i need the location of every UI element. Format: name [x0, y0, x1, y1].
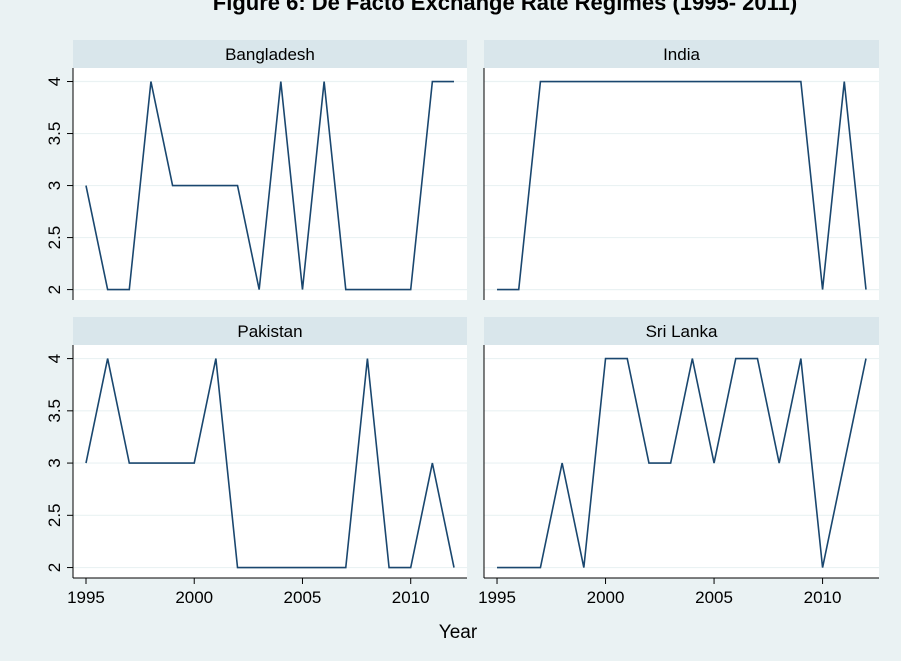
y-tick-label: 2.5: [45, 503, 64, 527]
x-tick-label: 1995: [67, 588, 105, 607]
panel-title: Bangladesh: [225, 45, 315, 64]
panel-strip: [484, 317, 879, 345]
x-tick-label: 2010: [804, 588, 842, 607]
y-tick-label: 3.5: [45, 399, 64, 423]
x-axis-label: Year: [439, 622, 478, 643]
x-tick-label: 2005: [284, 588, 322, 607]
x-tick-label: 2000: [587, 588, 625, 607]
x-tick-label: 2010: [392, 588, 430, 607]
y-tick-label: 3: [45, 181, 64, 190]
y-tick-label: 2.5: [45, 226, 64, 250]
x-tick-label: 2000: [175, 588, 213, 607]
chart-title: Figure 6: De Facto Exchange Rate Regimes…: [213, 0, 797, 15]
y-tick-label: 2: [45, 563, 64, 572]
panel-strip: [73, 317, 467, 345]
plot-area: [484, 68, 879, 300]
data-line: [85, 358, 455, 569]
y-tick-label: 4: [45, 77, 64, 86]
x-tick-label: 1995: [478, 588, 516, 607]
y-tick-label: 3.5: [45, 122, 64, 146]
plot-area: [73, 345, 467, 578]
panel-title: Sri Lanka: [646, 322, 718, 341]
y-tick-label: 2: [45, 285, 64, 294]
panel-title: Pakistan: [237, 322, 302, 341]
plot-area: [484, 345, 879, 578]
data-line: [497, 80, 867, 291]
y-tick-label: 4: [45, 354, 64, 363]
panel-strip: [73, 40, 467, 68]
y-tick-label: 3: [45, 458, 64, 467]
data-line: [85, 80, 455, 291]
panel-title: India: [663, 45, 700, 64]
data-line: [497, 357, 867, 569]
x-tick-label: 2005: [695, 588, 733, 607]
panel-strip: [484, 40, 879, 68]
